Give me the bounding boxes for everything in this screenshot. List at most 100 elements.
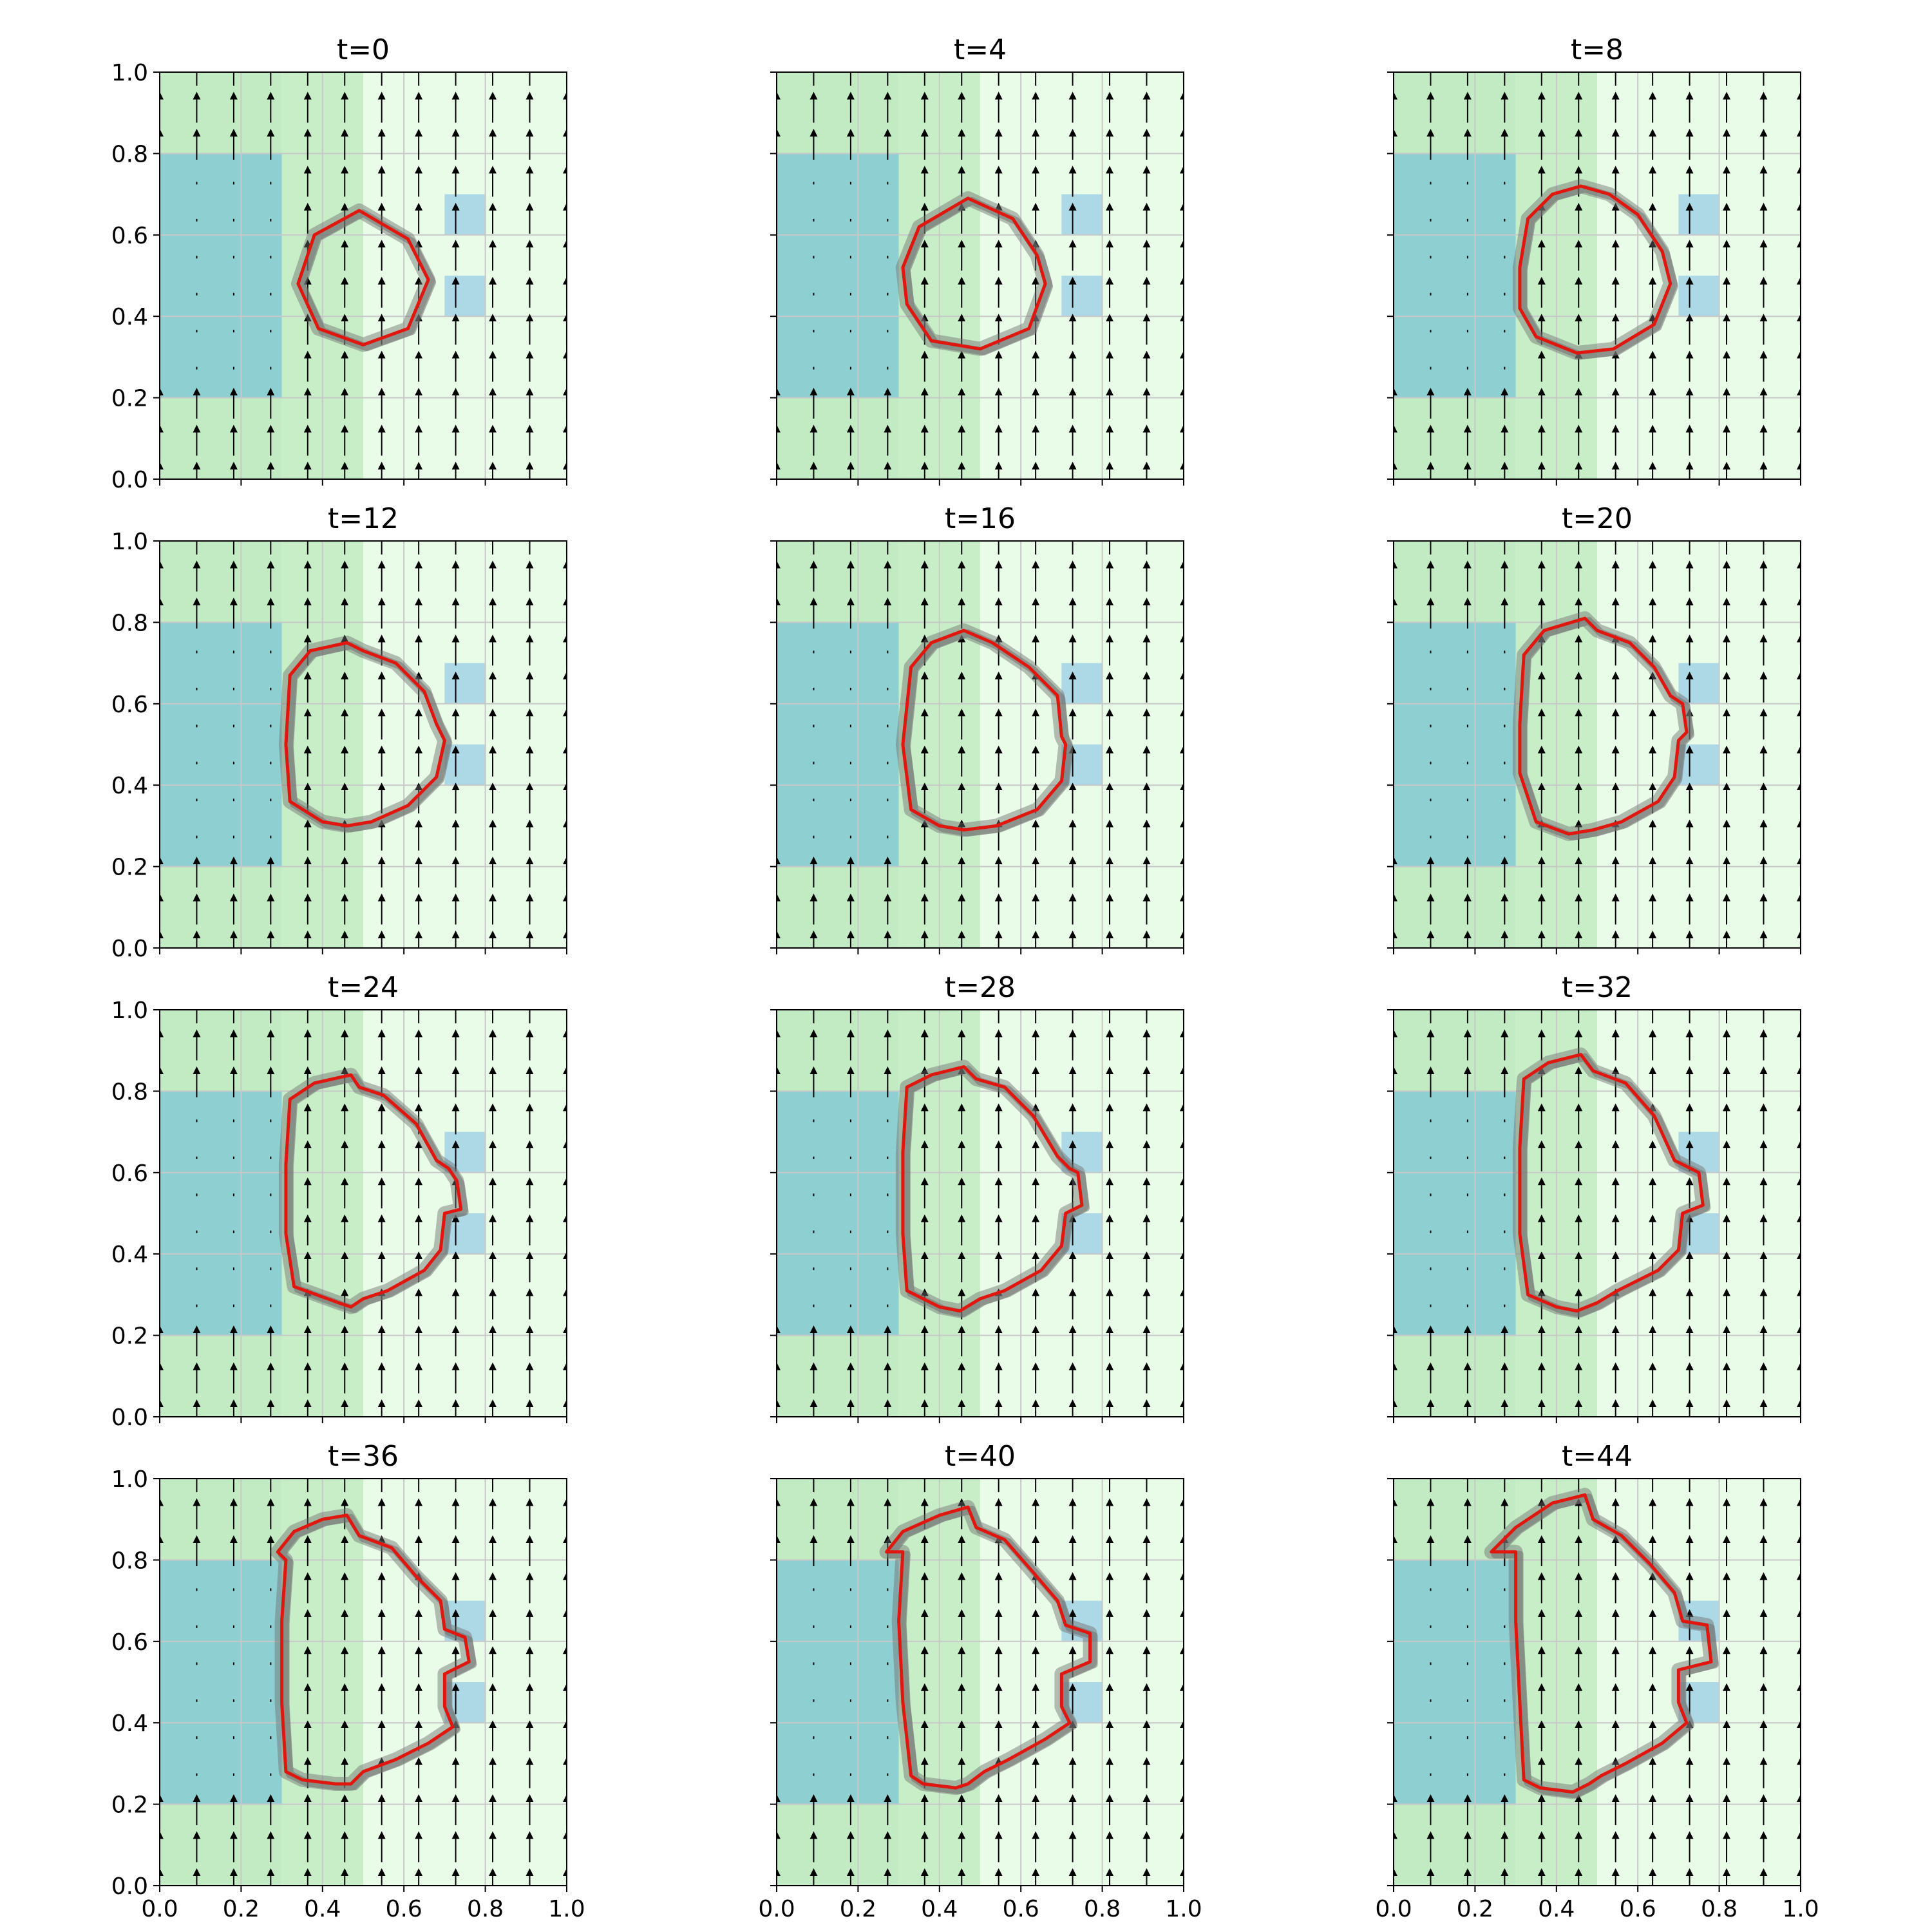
panel-t-0: 0.0 0.2 0.4 0.6 0.8 1.0 t=0 <box>111 33 567 493</box>
ensemble-front <box>285 1074 469 1314</box>
y-tick-label: 0.8 <box>111 141 148 167</box>
block-large <box>1394 1560 1516 1804</box>
panel-title: t=28 <box>945 971 1016 1004</box>
panel-title: t=20 <box>1562 502 1633 535</box>
panel-t-32: t=32 <box>1387 971 1801 1423</box>
main-front <box>885 1505 1092 1790</box>
x-tick-label: 0.6 <box>1620 1896 1656 1922</box>
main-front <box>901 629 1068 832</box>
block-large <box>160 1560 282 1804</box>
ensemble-front <box>1519 617 1694 840</box>
ensemble-front <box>298 209 437 352</box>
main-front <box>901 196 1047 351</box>
ensemble-front <box>1519 185 1678 360</box>
x-tick-label: 0.8 <box>1084 1896 1121 1922</box>
block-small-lower <box>1061 276 1103 317</box>
x-tick-label: 0.0 <box>141 1896 178 1922</box>
block-small-upper <box>1061 194 1103 235</box>
main-front <box>284 1073 463 1309</box>
y-tick-label: 1.0 <box>111 529 148 555</box>
x-tick-label: 0.8 <box>467 1896 504 1922</box>
panel-t-36: 0.0 0.2 0.4 0.6 0.8 1.0 0.0 0.2 0.4 0.6 0.8 1.0 t=36 <box>111 1440 585 1922</box>
x-tick-label: 0.4 <box>921 1896 958 1922</box>
x-tick-label: 0.4 <box>1538 1896 1575 1922</box>
main-front <box>1518 616 1689 836</box>
y-tick-label: 0.0 <box>111 467 148 493</box>
block-large <box>160 153 282 398</box>
ensemble-front <box>278 1513 477 1790</box>
panel-title: t=44 <box>1562 1440 1633 1473</box>
y-tick-label: 0.8 <box>111 1079 148 1105</box>
x-tick-label: 0.0 <box>758 1896 795 1922</box>
block-small-upper <box>1678 663 1719 704</box>
block-large <box>777 1091 899 1336</box>
axes-frame <box>1393 1009 1801 1417</box>
block-small-upper <box>444 194 486 235</box>
x-tick-label: 0.2 <box>840 1896 876 1922</box>
ensemble-front <box>886 1506 1098 1795</box>
axes-frame <box>776 540 1184 949</box>
block-large <box>1394 1091 1516 1336</box>
y-tick-label: 0.4 <box>111 773 148 799</box>
x-tick-label: 0.2 <box>223 1896 260 1922</box>
axes-frame <box>159 540 567 949</box>
y-tick-label: 0.0 <box>111 1405 148 1431</box>
panel-title: t=12 <box>328 502 399 535</box>
panel-t-20: t=20 <box>1387 502 1801 954</box>
axes-frame <box>776 1478 1184 1886</box>
panel-title: t=0 <box>337 33 390 66</box>
panel-t-4: t=4 <box>770 33 1184 486</box>
ensemble-front <box>902 196 1054 355</box>
x-tick-label: 0.0 <box>1375 1896 1412 1922</box>
y-tick-label: 0.4 <box>111 304 148 330</box>
axes-frame <box>159 71 567 480</box>
panel-title: t=4 <box>954 33 1007 66</box>
y-tick-label: 0.6 <box>111 692 148 718</box>
block-small-lower <box>1678 276 1719 317</box>
y-tick-label: 1.0 <box>111 1466 148 1493</box>
ensemble-front <box>1491 1493 1719 1799</box>
panel-t-24: 0.0 0.2 0.4 0.6 0.8 1.0 t=24 <box>111 971 567 1431</box>
block-small-lower <box>444 276 486 317</box>
panel-title: t=32 <box>1562 971 1633 1004</box>
block-small-upper <box>444 663 486 704</box>
block-large <box>777 1560 899 1804</box>
block-large <box>160 1091 282 1336</box>
axes-frame <box>776 1009 1184 1417</box>
x-tick-label: 1.0 <box>1165 1896 1202 1922</box>
x-tick-label: 1.0 <box>548 1896 585 1922</box>
panel-title: t=8 <box>1571 33 1624 66</box>
y-tick-label: 0.6 <box>111 1160 148 1187</box>
ensemble-front <box>902 1065 1090 1318</box>
y-tick-label: 1.0 <box>111 60 148 86</box>
panel-t-8: t=8 <box>1387 33 1801 486</box>
y-tick-label: 0.2 <box>111 1323 148 1350</box>
block-small-lower <box>444 744 486 786</box>
panel-title: t=40 <box>945 1440 1016 1473</box>
main-front <box>284 641 446 828</box>
x-tick-label: 0.8 <box>1701 1896 1738 1922</box>
y-tick-label: 0.4 <box>111 1242 148 1268</box>
block-small-upper <box>1061 663 1103 704</box>
y-tick-label: 0.6 <box>111 1629 148 1656</box>
axes-frame <box>1393 540 1801 949</box>
x-tick-label: 1.0 <box>1782 1896 1819 1922</box>
main-front <box>296 209 430 346</box>
axes-frame <box>1393 71 1801 480</box>
axes-frame <box>776 71 1184 480</box>
main-front <box>1490 1493 1713 1794</box>
axes-frame <box>159 1009 567 1417</box>
axes-frame <box>159 1478 567 1886</box>
x-tick-label: 0.4 <box>304 1896 341 1922</box>
panel-t-44: 0.0 0.2 0.4 0.6 0.8 1.0 t=44 <box>1375 1440 1819 1922</box>
block-large <box>1394 153 1516 398</box>
block-small-upper <box>1678 194 1719 235</box>
y-tick-label: 1.0 <box>111 998 148 1024</box>
block-large <box>1394 622 1516 867</box>
panel-title: t=36 <box>328 1440 399 1473</box>
block-large <box>777 622 899 867</box>
main-front <box>901 1065 1084 1313</box>
panel-t-12: 0.0 0.2 0.4 0.6 0.8 1.0 t=12 <box>111 502 567 962</box>
main-front <box>276 1513 471 1786</box>
